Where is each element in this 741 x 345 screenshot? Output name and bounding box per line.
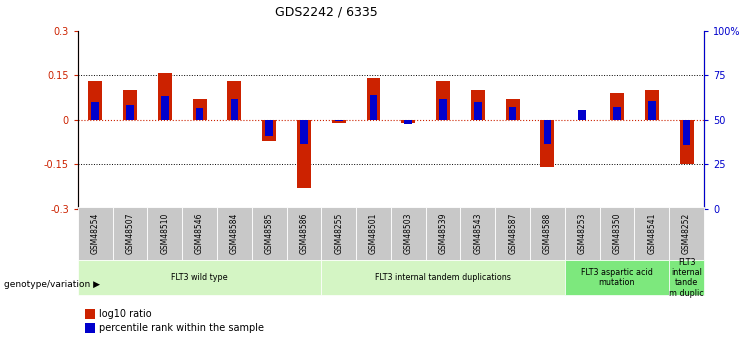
- Bar: [648, 101, 656, 120]
- Bar: [439, 99, 447, 120]
- Bar: [471, 90, 485, 120]
- Bar: [565, 260, 669, 295]
- Bar: [356, 207, 391, 260]
- Bar: [391, 207, 425, 260]
- Text: GSM48543: GSM48543: [473, 213, 482, 255]
- Text: genotype/variation ▶: genotype/variation ▶: [4, 280, 100, 289]
- Bar: [147, 207, 182, 260]
- Bar: [634, 207, 669, 260]
- Bar: [495, 207, 530, 260]
- Text: GSM48507: GSM48507: [125, 213, 134, 255]
- Bar: [217, 207, 252, 260]
- Bar: [669, 207, 704, 260]
- Text: GSM48546: GSM48546: [195, 213, 204, 255]
- Bar: [252, 207, 287, 260]
- Bar: [425, 207, 460, 260]
- Bar: [679, 120, 694, 164]
- Text: FLT3 wild type: FLT3 wild type: [171, 273, 228, 282]
- Text: GSM48503: GSM48503: [404, 213, 413, 255]
- Text: GSM48255: GSM48255: [334, 213, 343, 254]
- Bar: [78, 260, 322, 295]
- Bar: [158, 72, 172, 120]
- Text: GSM48501: GSM48501: [369, 213, 378, 254]
- Bar: [370, 95, 377, 120]
- Bar: [322, 260, 565, 295]
- Bar: [474, 102, 482, 120]
- Bar: [645, 90, 659, 120]
- Bar: [613, 107, 621, 120]
- Bar: [196, 108, 203, 120]
- Bar: [544, 120, 551, 144]
- Text: GSM48254: GSM48254: [90, 213, 100, 254]
- Bar: [509, 107, 516, 120]
- Bar: [91, 102, 99, 120]
- Text: GSM48510: GSM48510: [160, 213, 169, 254]
- Bar: [565, 207, 599, 260]
- Bar: [436, 81, 450, 120]
- Bar: [227, 81, 242, 120]
- Bar: [530, 207, 565, 260]
- Text: FLT3 internal tandem duplications: FLT3 internal tandem duplications: [375, 273, 511, 282]
- Bar: [505, 99, 519, 120]
- Bar: [161, 96, 169, 120]
- Bar: [262, 120, 276, 141]
- Text: GSM48584: GSM48584: [230, 213, 239, 254]
- Text: GSM48587: GSM48587: [508, 213, 517, 254]
- Bar: [332, 120, 345, 123]
- Text: log10 ratio: log10 ratio: [99, 309, 151, 319]
- Text: GSM48585: GSM48585: [265, 213, 273, 254]
- Bar: [610, 93, 624, 120]
- Bar: [402, 120, 415, 123]
- Bar: [460, 207, 495, 260]
- Bar: [265, 120, 273, 136]
- Text: GSM48252: GSM48252: [682, 213, 691, 254]
- Text: GDS2242 / 6335: GDS2242 / 6335: [275, 5, 377, 18]
- Text: FLT3
internal
tande
m duplic: FLT3 internal tande m duplic: [669, 258, 704, 298]
- Bar: [193, 99, 207, 120]
- Bar: [126, 105, 134, 120]
- Bar: [297, 120, 311, 188]
- Bar: [287, 207, 322, 260]
- Bar: [367, 78, 380, 120]
- Text: FLT3 aspartic acid
mutation: FLT3 aspartic acid mutation: [581, 268, 653, 287]
- Bar: [123, 90, 137, 120]
- Bar: [88, 81, 102, 120]
- Bar: [113, 207, 147, 260]
- Bar: [405, 120, 412, 124]
- Bar: [682, 120, 691, 145]
- Bar: [669, 260, 704, 295]
- Text: GSM48539: GSM48539: [439, 213, 448, 255]
- Text: GSM48588: GSM48588: [543, 213, 552, 254]
- Bar: [322, 207, 356, 260]
- Bar: [230, 99, 238, 120]
- Bar: [300, 120, 308, 144]
- Text: GSM48253: GSM48253: [578, 213, 587, 254]
- Text: GSM48586: GSM48586: [299, 213, 308, 254]
- Bar: [540, 120, 554, 167]
- Bar: [182, 207, 217, 260]
- Bar: [78, 207, 113, 260]
- Text: GSM48541: GSM48541: [648, 213, 657, 254]
- Bar: [599, 207, 634, 260]
- Bar: [335, 120, 342, 121]
- Text: percentile rank within the sample: percentile rank within the sample: [99, 323, 264, 333]
- Text: GSM48350: GSM48350: [613, 213, 622, 255]
- Bar: [579, 109, 586, 120]
